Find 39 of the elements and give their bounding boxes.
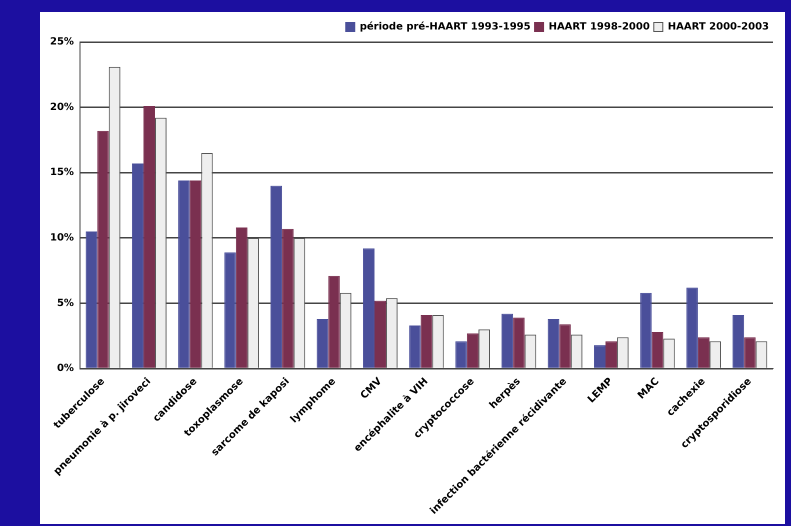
bar [132,164,144,368]
bar [282,228,294,368]
bar [270,186,282,368]
bar [316,318,328,368]
bar [190,180,202,368]
bar [744,337,756,368]
bar [548,318,560,368]
bar [513,318,525,368]
legend-label: HAART 2000-2003 [668,22,770,33]
legend-label: HAART 1998-2000 [548,22,650,33]
y-tick-label: 5% [56,298,74,309]
bar [143,106,156,368]
bar [502,314,514,368]
bar [640,292,652,368]
bar [466,333,478,368]
y-tick-label: 0% [56,363,74,374]
bar [698,337,710,368]
bar [686,288,698,368]
y-tick-label: 10% [50,232,74,244]
bar [594,345,606,368]
bar [606,341,618,368]
bar [236,228,248,368]
bar [732,315,744,368]
bar [374,300,386,368]
bar [559,324,571,368]
bar [328,276,340,368]
bar [455,341,467,368]
bar [409,326,421,368]
y-tick-label: 15% [50,167,74,178]
bar [178,180,190,368]
bar [224,252,236,368]
y-tick-label: 20% [50,102,74,113]
bar [652,332,664,368]
bar [86,231,98,368]
legend-label: période pré-HAART 1993-1995 [360,22,531,33]
bar [362,248,374,368]
bar [97,130,109,368]
y-tick-label: 25% [50,36,74,48]
bar [420,315,432,368]
